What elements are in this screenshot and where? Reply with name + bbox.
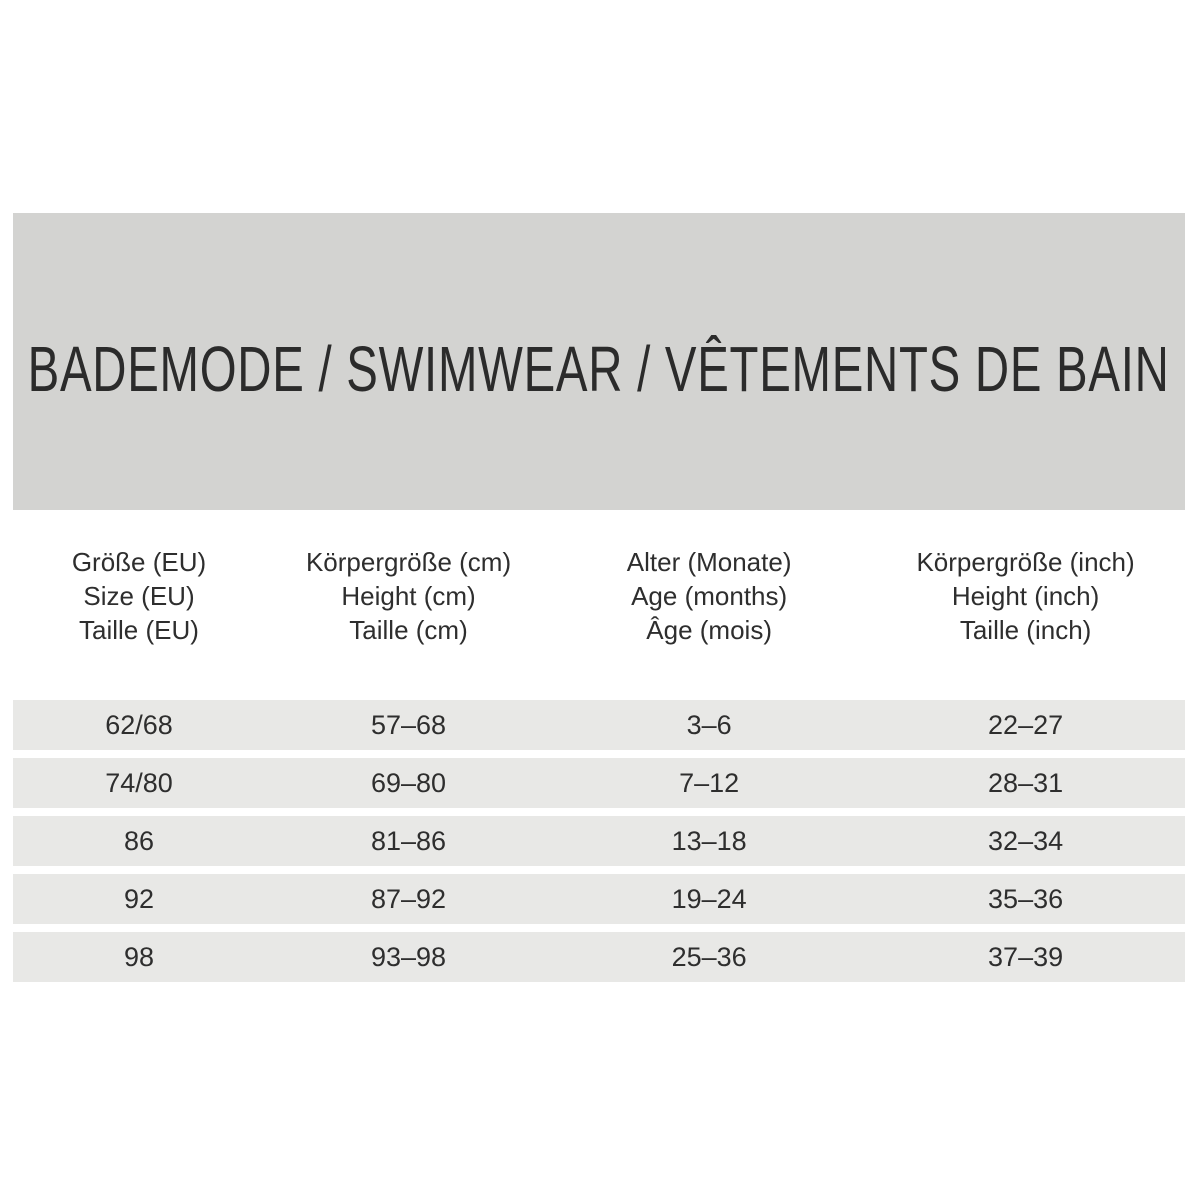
header-line-de: Körpergröße (cm) bbox=[305, 547, 512, 577]
header-line-en: Height (inch) bbox=[951, 581, 1100, 611]
table-cell-height-cm: 57–68 bbox=[370, 709, 447, 740]
column-header-age-months: Alter (Monate) Age (months) Âge (mois) bbox=[552, 545, 866, 647]
header-line-de: Größe (EU) bbox=[71, 547, 207, 577]
table-cell-height-cm: 81–86 bbox=[370, 825, 447, 856]
table-row: 92 87–92 19–24 35–36 bbox=[13, 874, 1185, 924]
table-cell-size: 62/68 bbox=[105, 709, 173, 740]
column-header-height-cm: Körpergröße (cm) Height (cm) Taille (cm) bbox=[265, 545, 552, 647]
table-cell-age: 7–12 bbox=[679, 767, 740, 798]
table-cell-height-cm: 69–80 bbox=[370, 767, 447, 798]
column-header-size-eu: Größe (EU) Size (EU) Taille (EU) bbox=[13, 545, 265, 647]
table-cell-size: 74/80 bbox=[105, 767, 173, 798]
table-cell-height-cm: 87–92 bbox=[370, 883, 447, 914]
table-cell-age: 25–36 bbox=[671, 941, 747, 972]
table-cell-height-inch: 32–34 bbox=[988, 825, 1064, 856]
header-line-de: Alter (Monate) bbox=[626, 547, 792, 577]
table-cell-height-inch: 22–27 bbox=[988, 709, 1064, 740]
table-cell-height-inch: 35–36 bbox=[988, 883, 1064, 914]
header-line-de: Körpergröße (inch) bbox=[916, 547, 1135, 577]
table-cell-height-cm: 93–98 bbox=[370, 941, 447, 972]
table-row: 98 93–98 25–36 37–39 bbox=[13, 932, 1185, 982]
table-body: 62/68 57–68 3–6 22–27 74/80 69–80 7–12 2… bbox=[13, 700, 1185, 990]
header-line-en: Age (months) bbox=[631, 581, 788, 611]
table-row: 74/80 69–80 7–12 28–31 bbox=[13, 758, 1185, 808]
table-cell-age: 19–24 bbox=[671, 883, 747, 914]
table-cell-size: 92 bbox=[123, 883, 154, 914]
header-line-en: Height (cm) bbox=[341, 581, 476, 611]
column-header-height-inch: Körpergröße (inch) Height (inch) Taille … bbox=[866, 545, 1185, 647]
table-cell-size: 86 bbox=[123, 825, 154, 856]
table-cell-height-inch: 28–31 bbox=[988, 767, 1064, 798]
header-line-en: Size (EU) bbox=[83, 581, 195, 611]
header-line-fr: Âge (mois) bbox=[646, 615, 772, 645]
table-cell-height-inch: 37–39 bbox=[988, 941, 1064, 972]
table-row: 62/68 57–68 3–6 22–27 bbox=[13, 700, 1185, 750]
size-chart-banner: BADEMODE / SWIMWEAR / VÊTEMENTS DE BAIN bbox=[13, 213, 1185, 510]
table-cell-size: 98 bbox=[123, 941, 154, 972]
header-line-fr: Taille (cm) bbox=[349, 615, 468, 645]
page-title: BADEMODE / SWIMWEAR / VÊTEMENTS DE BAIN bbox=[28, 332, 1170, 405]
header-line-fr: Taille (inch) bbox=[959, 615, 1092, 645]
table-cell-age: 13–18 bbox=[671, 825, 747, 856]
header-line-fr: Taille (EU) bbox=[79, 615, 199, 645]
table-header-row: Größe (EU) Size (EU) Taille (EU) Körperg… bbox=[13, 545, 1185, 647]
table-cell-age: 3–6 bbox=[686, 709, 732, 740]
table-row: 86 81–86 13–18 32–34 bbox=[13, 816, 1185, 866]
